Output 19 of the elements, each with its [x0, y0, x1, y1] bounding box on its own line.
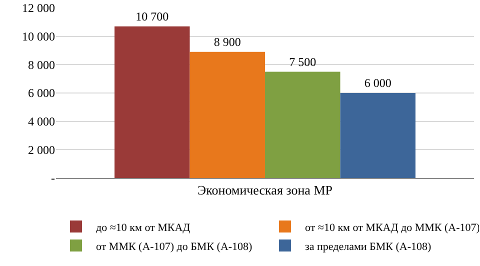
y-tick-label: 6 000 — [28, 86, 55, 100]
bar — [340, 93, 416, 178]
legend-label: от ММК (А-107) до БМК (А-108) — [96, 240, 253, 253]
y-tick-label: 8 000 — [28, 58, 55, 72]
y-tick-label: 2 000 — [28, 142, 55, 157]
data-label: 7 500 — [289, 54, 316, 69]
x-tick-label: Экономическая зона МР — [198, 182, 332, 198]
legend-label: до ≈10 км от МКАД — [96, 222, 191, 234]
y-tick-label: 12 000 — [22, 1, 55, 16]
y-tick-label: 4 000 — [28, 114, 55, 129]
bar — [265, 72, 340, 178]
data-label: 8 900 — [214, 34, 241, 49]
y-tick-label: 10 000 — [22, 30, 55, 44]
legend-label: за пределами БМК (А-108) — [305, 240, 432, 253]
data-label: 6 000 — [364, 76, 392, 90]
bar — [114, 26, 190, 178]
bar — [190, 52, 265, 178]
y-tick-label: - — [51, 171, 55, 186]
data-label: 10 700 — [136, 9, 169, 24]
